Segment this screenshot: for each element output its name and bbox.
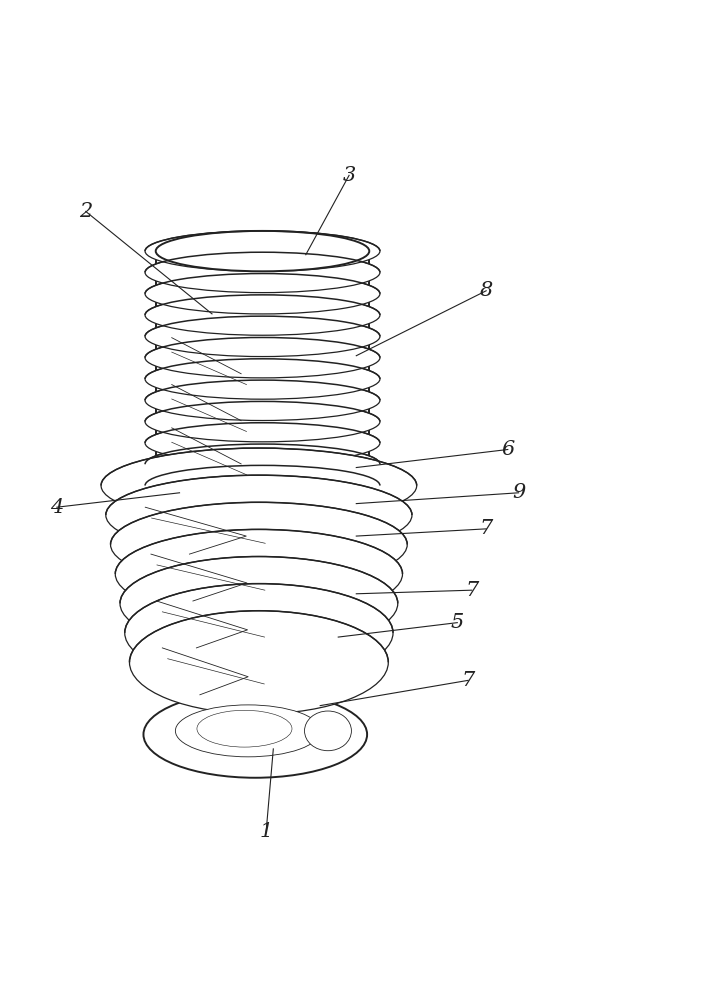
Ellipse shape	[129, 611, 388, 714]
Text: 7: 7	[465, 581, 478, 600]
Ellipse shape	[145, 359, 380, 399]
Text: 1: 1	[260, 822, 273, 841]
Ellipse shape	[145, 401, 380, 442]
Text: 8: 8	[480, 281, 493, 300]
Ellipse shape	[111, 502, 407, 587]
Ellipse shape	[156, 231, 369, 271]
Text: 7: 7	[462, 671, 475, 690]
Text: 9: 9	[512, 483, 525, 502]
Ellipse shape	[175, 705, 321, 757]
Ellipse shape	[145, 274, 380, 314]
Ellipse shape	[145, 316, 380, 357]
Text: 6: 6	[501, 440, 515, 459]
Ellipse shape	[143, 691, 367, 778]
Ellipse shape	[145, 231, 380, 271]
Ellipse shape	[145, 252, 380, 293]
Ellipse shape	[305, 711, 351, 751]
Ellipse shape	[106, 475, 412, 555]
Text: 5: 5	[451, 613, 464, 632]
Ellipse shape	[145, 337, 380, 378]
Text: 4: 4	[50, 498, 63, 517]
Ellipse shape	[145, 380, 380, 421]
Ellipse shape	[145, 465, 380, 506]
Ellipse shape	[120, 557, 398, 650]
Text: 2: 2	[79, 202, 92, 221]
Ellipse shape	[101, 448, 417, 523]
Ellipse shape	[145, 295, 380, 335]
Ellipse shape	[145, 423, 380, 463]
Text: 7: 7	[480, 519, 493, 538]
Ellipse shape	[116, 529, 403, 618]
Text: 3: 3	[342, 166, 356, 185]
Ellipse shape	[197, 710, 292, 747]
Ellipse shape	[145, 444, 380, 484]
Ellipse shape	[125, 584, 393, 682]
